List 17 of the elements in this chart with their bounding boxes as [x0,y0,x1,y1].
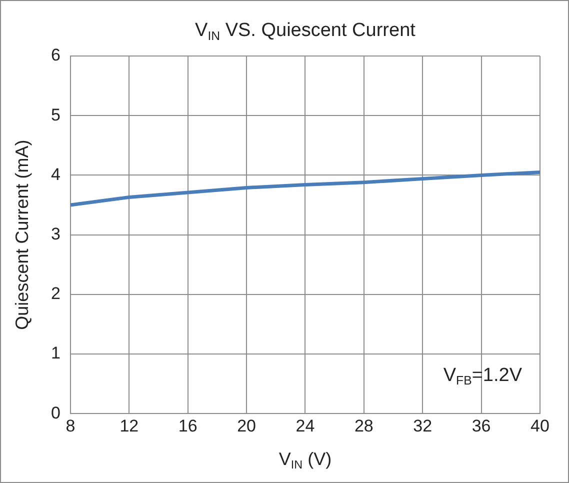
x-tick-label: 32 [413,416,432,436]
x-tick-label: 16 [178,416,198,436]
y-tick-label: 3 [50,224,60,244]
y-tick-label: 6 [50,46,60,65]
x-tick-label: 40 [530,416,550,436]
x-tick-label: 36 [472,416,491,436]
y-tick-label: 1 [50,344,60,363]
x-tick-label: 8 [66,416,76,436]
y-tick-label: 4 [50,164,60,184]
x-tick-label: 24 [296,416,315,436]
y-axis-title: Quiescent Current (mA) [12,140,32,330]
x-tick-label: 12 [120,416,139,436]
y-tick-label: 5 [50,105,60,124]
x-tick-label: 20 [237,416,256,436]
y-tick-label: 2 [50,284,60,304]
x-tick-label: 28 [354,416,374,436]
y-tick-label: 0 [50,403,60,422]
